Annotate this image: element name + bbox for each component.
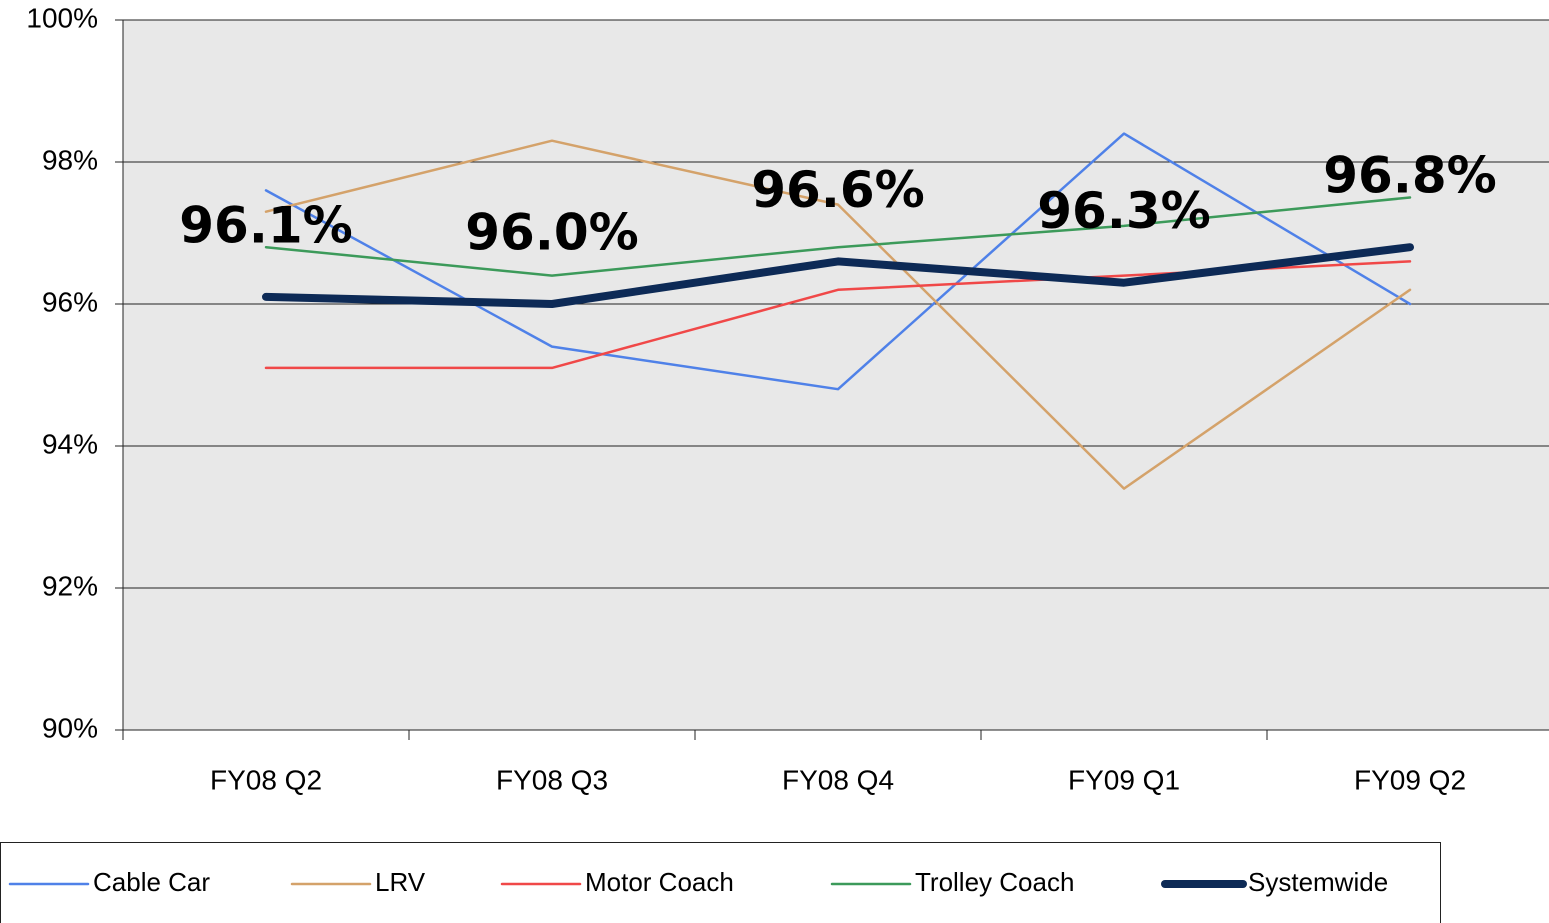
x-tick-label: FY08 Q3 (496, 764, 608, 795)
y-tick-label: 96% (42, 286, 98, 317)
y-tick-label: 90% (42, 712, 98, 743)
data-label: 96.0% (465, 204, 638, 262)
legend-label: Motor Coach (585, 867, 734, 897)
data-label: 96.6% (751, 161, 924, 219)
x-tick-label: FY09 Q1 (1068, 764, 1180, 795)
x-tick-label: FY09 Q2 (1354, 764, 1466, 795)
data-label: 96.1% (179, 196, 352, 254)
legend-label: Cable Car (93, 867, 210, 897)
y-tick-label: 94% (42, 428, 98, 459)
x-tick-label: FY08 Q2 (210, 764, 322, 795)
x-tick-label: FY08 Q4 (782, 764, 894, 795)
series-line (262, 243, 1414, 308)
legend-label: Systemwide (1248, 867, 1388, 897)
series-line (264, 132, 1412, 391)
y-tick-label: 100% (26, 2, 98, 33)
legend-label: Trolley Coach (915, 867, 1074, 897)
y-tick-label: 98% (42, 144, 98, 175)
data-label: 96.8% (1323, 147, 1496, 205)
legend-label: LRV (375, 867, 426, 897)
series-line (264, 196, 1412, 277)
plot-area (123, 20, 1549, 730)
series-line (264, 139, 1412, 490)
y-tick-label: 92% (42, 570, 98, 601)
data-label: 96.3% (1037, 182, 1210, 240)
